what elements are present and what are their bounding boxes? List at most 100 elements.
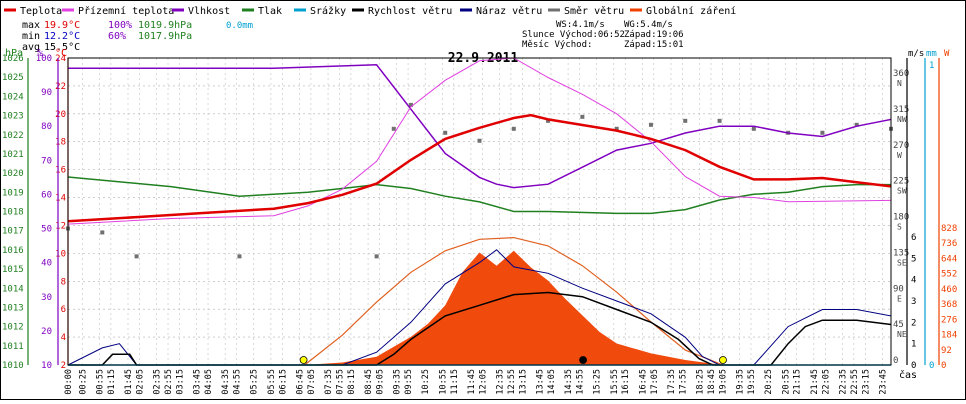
x-tick-label: 21:45	[810, 369, 820, 395]
x-tick-label: 17:35	[667, 369, 677, 395]
tick-pressure: 1025	[2, 73, 24, 83]
tick-humidity: 30	[41, 293, 52, 303]
tick-temperature: 8	[61, 277, 66, 287]
tick-pressure: 1024	[2, 92, 24, 102]
x-tick-label: 06:15	[278, 369, 288, 395]
axis-unit-pct: %	[37, 48, 43, 59]
tick-radiation: 736	[941, 239, 957, 249]
x-tick-label: 00:25	[78, 369, 88, 395]
x-tick-label: 19:35	[736, 369, 746, 395]
tick-pressure: 1023	[2, 112, 24, 122]
x-tick-label: 07:05	[307, 369, 317, 395]
stat-min-pres: 1017.9hPa	[138, 31, 192, 42]
tick-temperature: 10	[55, 249, 66, 259]
info-wg: WG:5.4m/s	[624, 20, 673, 30]
legend-label: Směr větru	[564, 5, 624, 17]
wind-dir-point	[237, 254, 242, 259]
tick-temperature: 6	[61, 305, 66, 315]
wind-dir-point	[443, 130, 448, 135]
tick-humidity: 90	[41, 88, 52, 98]
axis-unit-ms: m/s	[908, 49, 924, 59]
x-tick-label: 22:05	[821, 369, 831, 395]
legend-label: Globální záření	[646, 5, 736, 17]
x-tick-label: 00:00	[64, 369, 74, 395]
x-tick-label: 12:55	[507, 369, 517, 395]
x-tick-label: 19:55	[747, 369, 757, 395]
x-tick-label: 02:05	[135, 369, 145, 395]
stat-max-hum: 100%	[108, 20, 132, 31]
legend-label: Tlak	[258, 6, 282, 17]
tick-pressure: 1013	[2, 303, 24, 313]
tick-pressure: 1022	[2, 131, 24, 141]
stat-max-pres: 1019.9hPa	[138, 20, 192, 31]
tick-wind-ms: 5	[911, 254, 916, 264]
axis-unit-w: W	[944, 49, 950, 59]
tick-wind-dir: 270	[893, 141, 909, 151]
x-tick-label: 03:15	[175, 369, 185, 395]
wind-dir-point	[477, 138, 482, 143]
stat-max-label: max	[22, 20, 40, 31]
wind-dir-point	[546, 118, 551, 123]
x-tick-label: 05:25	[250, 369, 260, 395]
tick-wind-dir: 315	[893, 105, 909, 115]
tick-pressure: 1020	[2, 169, 24, 179]
legend-label: Teplota	[20, 6, 62, 17]
x-tick-label: 10:25	[421, 369, 431, 395]
tick-pressure: 1018	[2, 208, 24, 218]
x-tick-label: 16:15	[621, 369, 631, 395]
tick-radiation: 460	[941, 285, 957, 295]
tick-pressure: 1011	[2, 342, 24, 352]
marker-sunset	[719, 356, 727, 364]
wind-dir-point	[820, 130, 825, 135]
x-tick-label: 14:35	[564, 369, 574, 395]
x-tick-label: 07:35	[324, 369, 334, 395]
tick-wind-dir: 360	[893, 69, 909, 79]
tick-wind-dir: 0	[893, 356, 898, 366]
x-tick-label: 13:15	[518, 369, 528, 395]
wind-dir-point	[391, 126, 396, 131]
x-tick-label: 00:55	[95, 369, 105, 395]
wind-dir-point	[134, 254, 139, 259]
axis-unit-hpa: hPa	[5, 48, 23, 59]
tick-pressure: 1014	[2, 284, 24, 294]
tick-pressure: 1012	[2, 323, 24, 333]
tick-pressure: 1010	[2, 361, 24, 371]
tick-wind-dir-letter: E	[897, 294, 902, 303]
tick-humidity: 10	[41, 361, 52, 371]
wind-dir-point	[717, 118, 722, 123]
tick-humidity: 40	[41, 259, 52, 269]
tick-wind-ms: 0	[911, 361, 916, 371]
tick-humidity: 70	[41, 156, 52, 166]
stat-rain: 0.0mm	[226, 21, 253, 31]
x-tick-label: 23:15	[861, 369, 871, 395]
tick-radiation: 828	[941, 224, 957, 234]
tick-humidity: 80	[41, 122, 52, 132]
tick-radiation: 92	[941, 346, 952, 356]
wind-dir-point	[648, 122, 653, 127]
tick-rain: 0	[929, 361, 934, 371]
x-tick-label: 01:15	[107, 369, 117, 395]
x-tick-label: 04:05	[204, 369, 214, 395]
tick-wind-dir-letter: NE	[897, 330, 907, 339]
series-radiation	[68, 250, 891, 365]
tick-wind-dir-letter: SW	[897, 187, 907, 196]
tick-pressure: 1015	[2, 265, 24, 275]
stat-min-label: min	[22, 31, 40, 42]
tick-pressure: 1026	[2, 54, 24, 64]
tick-wind-dir-letter: S	[897, 223, 902, 232]
tick-radiation: 0	[941, 361, 946, 371]
legend-label: Rychlost větru	[368, 5, 452, 17]
tick-wind-dir: 180	[893, 213, 909, 223]
plot-area	[66, 57, 893, 366]
tick-pressure: 1019	[2, 188, 24, 198]
tick-wind-dir-letter: W	[897, 151, 902, 160]
legend-label: Náraz větru	[476, 5, 542, 17]
x-tick-label: 01:45	[124, 369, 134, 395]
tick-humidity: 50	[41, 225, 52, 235]
x-tick-label: 12:05	[478, 369, 488, 395]
legend: Teplota Přízemní teplota Vlhkost Tlak Srážky…	[4, 5, 736, 17]
wind-dir-point	[100, 230, 105, 235]
stats-panel: max 19.9°C 100% 1019.9hPa 0.0mm min 12.2…	[22, 20, 253, 53]
x-tick-label: 19:05	[718, 369, 728, 395]
